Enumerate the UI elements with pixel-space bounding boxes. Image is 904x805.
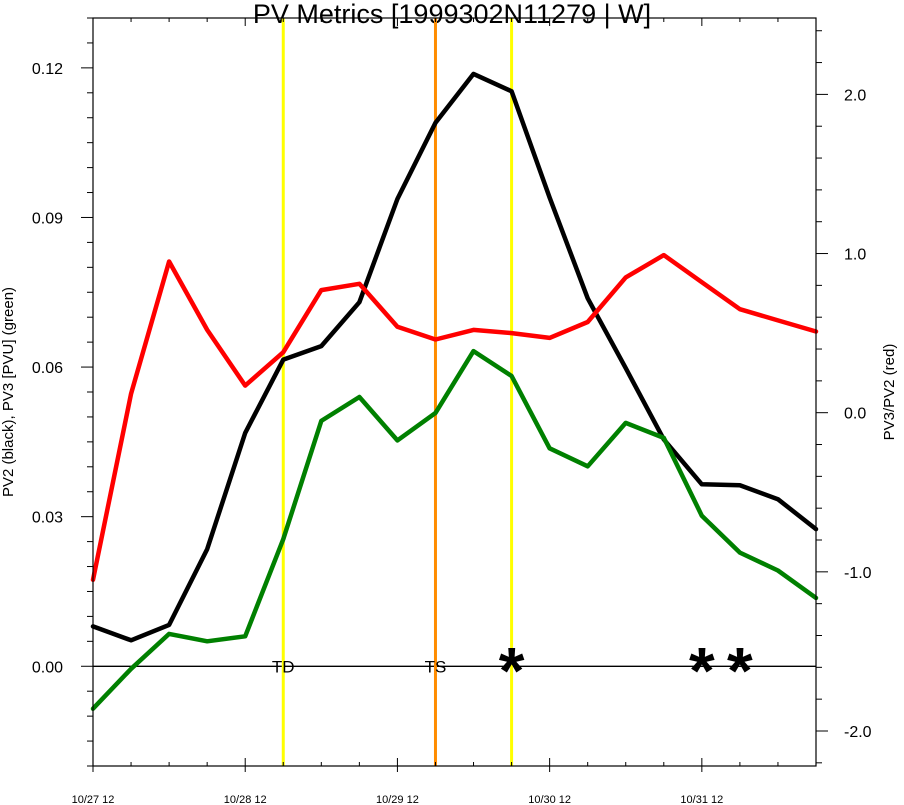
stage-label-ts: TS [425,657,447,676]
asterisk-marker-2: * [689,633,715,707]
asterisk-marker-3: * [727,633,753,707]
x-tick-label: 10/30 12 [528,794,571,805]
x-tick-label: 10/28 12 [224,794,267,805]
axes: 10/27 12 10/28 12 10/29 12 10/30 12 10/31 12… [32,17,872,805]
y-left-tick-label: 0.09 [32,210,63,227]
y-left-tick-label: 0.00 [32,659,63,676]
chart-title: PV Metrics [1999302N11279 | W] [253,0,651,29]
y-right-tick-label: -2.0 [844,724,872,741]
y-right-axis-label: PV3/PV2 (red) [881,344,898,441]
x-tick-label: 10/31 12 [680,794,723,805]
plot-content: TD TS * * * [90,18,819,766]
series-line-1 [90,71,819,643]
asterisk-marker-1: * [499,633,525,707]
y-right-tick-label: -1.0 [844,565,872,582]
series-line-3 [90,252,819,583]
y-left-tick-label: 0.03 [32,510,63,527]
x-tick-label: 10/29 12 [376,794,419,805]
x-tick-label: 10/27 12 [72,794,115,805]
series-line-2 [90,348,819,711]
y-right-tick-label: 1.0 [844,247,866,264]
y-right-tick-label: 2.0 [844,87,866,104]
y-left-axis-label: PV2 (black), PV3 [PVU] (green) [0,287,17,497]
y-left-tick-label: 0.12 [32,61,63,78]
y-left-tick-label: 0.06 [32,360,63,377]
y-right-tick-label: 0.0 [844,406,866,423]
stage-label-td: TD [272,657,295,676]
